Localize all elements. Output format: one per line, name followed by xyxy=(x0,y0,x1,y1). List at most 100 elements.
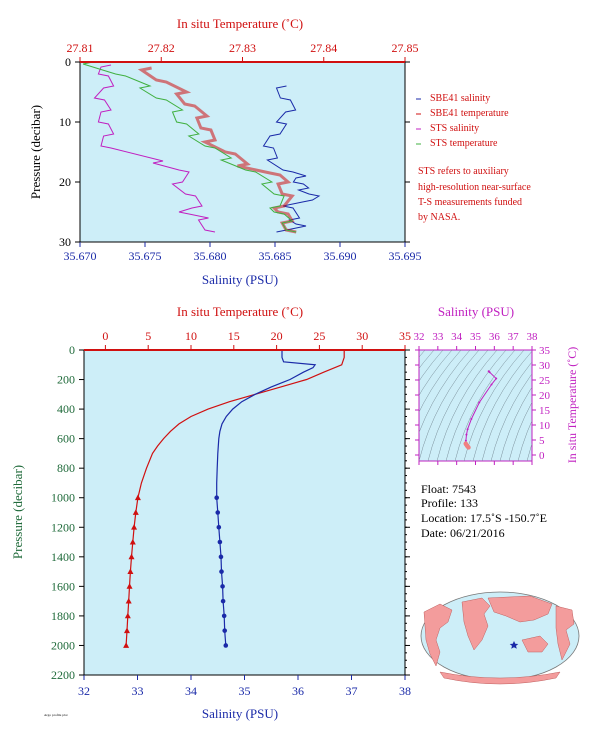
density-contour xyxy=(481,361,532,461)
salinity-marker xyxy=(219,569,224,574)
salinity-marker xyxy=(218,554,224,560)
bottom-temp-tick-label: 0 xyxy=(102,329,108,343)
top-temp-axis-title: In situ Temperature (˚C) xyxy=(177,16,303,31)
bottom-sal-tick-label: 32 xyxy=(78,684,90,698)
ts-sal-tick-label: 38 xyxy=(527,331,539,343)
ts-temp-tick-label: 35 xyxy=(539,345,551,357)
top-sal-tick-label: 35.670 xyxy=(64,249,97,263)
bottom-temp-tick-label: 5 xyxy=(145,329,151,343)
ts-axes-group: 32 33 34 35 36 37 38 0 5 10 15 20 25 30 35 xyxy=(414,331,551,465)
temperature-marker xyxy=(134,494,141,501)
salinity-marker xyxy=(223,643,229,648)
temperature-marker xyxy=(132,509,139,515)
density-contour xyxy=(419,350,435,369)
ts-point xyxy=(490,383,493,386)
bottom-pressure-tick-label: 1800 xyxy=(51,609,75,623)
top-pressure-tick-label: 20 xyxy=(59,175,71,189)
bottom-axes-group: 0 5 10 15 20 25 30 35 32 33 34 35 36 37 38 0 200 400 600 80… xyxy=(51,329,411,698)
bottom-pressure-tick-label: 1600 xyxy=(51,579,75,593)
bottom-pressure-tick-label: 400 xyxy=(57,402,75,416)
top-temp-tick-label: 27.81 xyxy=(67,41,94,55)
legend-label-sts-salinity: STS salinity xyxy=(430,123,479,134)
ts-point xyxy=(465,433,468,436)
sts-note-line-1: STS refers to auxiliary xyxy=(418,166,509,177)
ts-inset: Salinity (PSU) 32 33 34 35 36 37 3805101520253… xyxy=(414,304,579,465)
ts-temp-tick-label: 15 xyxy=(539,405,551,417)
float-location-marker xyxy=(509,641,519,649)
ts-point xyxy=(470,418,473,420)
bottom-temp-tick-label: 20 xyxy=(271,329,283,343)
bottom-sal-tick-label: 34 xyxy=(185,684,197,698)
density-contour xyxy=(499,386,532,461)
salinity-marker xyxy=(217,539,223,545)
bottom-salinity-axis-title: Salinity (PSU) xyxy=(202,706,278,721)
top-panel: In situ Temperature (˚C) 27.81 27.82 27.83… xyxy=(28,16,422,287)
bottom-sal-tick-label: 36 xyxy=(292,684,304,698)
top-series-0 xyxy=(262,85,321,233)
legend-label-sts-temperature: STS temperature xyxy=(430,138,498,149)
top-temp-tick-label: 27.82 xyxy=(148,41,175,55)
temperature-marker xyxy=(123,642,130,648)
top-salinity-axis-title: Salinity (PSU) xyxy=(202,272,278,287)
top-temp-tick-label: 27.85 xyxy=(392,41,419,55)
top-pressure-tick-label: 10 xyxy=(59,115,71,129)
ts-temperature-axis-title: In situ Temperature (˚C) xyxy=(565,347,579,464)
ts-point xyxy=(488,371,491,374)
salinity-marker xyxy=(221,613,227,619)
top-sal-tick-label: 35.690 xyxy=(324,249,357,263)
ts-temp-tick-label: 20 xyxy=(539,390,551,402)
salinity-marker xyxy=(216,524,222,530)
bottom-temp-tick-label: 25 xyxy=(313,329,325,343)
density-contour xyxy=(419,350,462,413)
bottom-series-salinity xyxy=(216,350,317,646)
temperature-marker xyxy=(125,597,132,604)
bottom-pressure-tick-label: 1000 xyxy=(51,491,75,505)
density-contour xyxy=(436,350,498,461)
bottom-temp-tick-label: 15 xyxy=(228,329,240,343)
density-contour xyxy=(526,443,532,461)
ts-point xyxy=(466,428,469,431)
sts-note-line-3: T-S measurements funded xyxy=(418,197,522,208)
map-land-antarctica xyxy=(439,671,561,685)
ts-point xyxy=(466,445,471,450)
ts-temp-tick-label: 30 xyxy=(539,360,551,372)
date: Date: 06/21/2016 xyxy=(421,526,505,540)
salinity-marker xyxy=(222,628,228,633)
float-info: Float: 7543 Profile: 133 Location: 17.5˚… xyxy=(421,482,547,540)
bottom-sal-tick-label: 33 xyxy=(132,684,144,698)
top-temp-tick-label: 27.84 xyxy=(310,41,337,55)
bottom-pressure-tick-label: 200 xyxy=(57,373,75,387)
salinity-marker xyxy=(220,584,225,589)
bottom-series-temperature xyxy=(125,350,345,646)
bottom-pressure-tick-label: 600 xyxy=(57,432,75,446)
bottom-pressure-axis-title: Pressure (decibar) xyxy=(10,465,25,559)
top-series-1 xyxy=(137,66,297,234)
bottom-panel: In situ Temperature (˚C) 0 5 10 15 20 25 30 35 3… xyxy=(10,304,411,721)
profile-number: Profile: 133 xyxy=(421,496,478,510)
salinity-marker xyxy=(215,510,221,515)
bottom-temp-tick-label: 35 xyxy=(399,329,411,343)
map-land-americas xyxy=(423,603,453,667)
map-land-australia xyxy=(521,635,549,653)
bottom-temp-axis-title: In situ Temperature (˚C) xyxy=(177,304,303,319)
temperature-marker xyxy=(127,568,134,574)
density-contour xyxy=(419,350,453,396)
temperature-marker xyxy=(129,538,136,545)
ts-sal-tick-label: 32 xyxy=(414,331,425,343)
world-map xyxy=(420,591,580,685)
temperature-marker xyxy=(126,583,133,589)
bottom-temp-tick-label: 30 xyxy=(356,329,368,343)
top-sal-tick-label: 35.685 xyxy=(259,249,292,263)
ts-temp-tick-label: 25 xyxy=(539,375,551,387)
density-contour xyxy=(419,350,471,434)
top-axes-group: 27.81 27.82 27.83 27.84 27.85 35.670 35.675 35.… xyxy=(59,41,422,263)
ts-point xyxy=(464,439,467,442)
top-sal-tick-label: 35.695 xyxy=(389,249,422,263)
ts-sal-tick-label: 34 xyxy=(451,331,463,343)
ts-series-group xyxy=(463,370,498,450)
top-pressure-axis-title: Pressure (decibar) xyxy=(28,105,43,199)
ts-plot-area xyxy=(418,349,533,462)
bottom-plot-area xyxy=(83,349,406,676)
ts-temp-tick-label: 10 xyxy=(539,420,551,432)
